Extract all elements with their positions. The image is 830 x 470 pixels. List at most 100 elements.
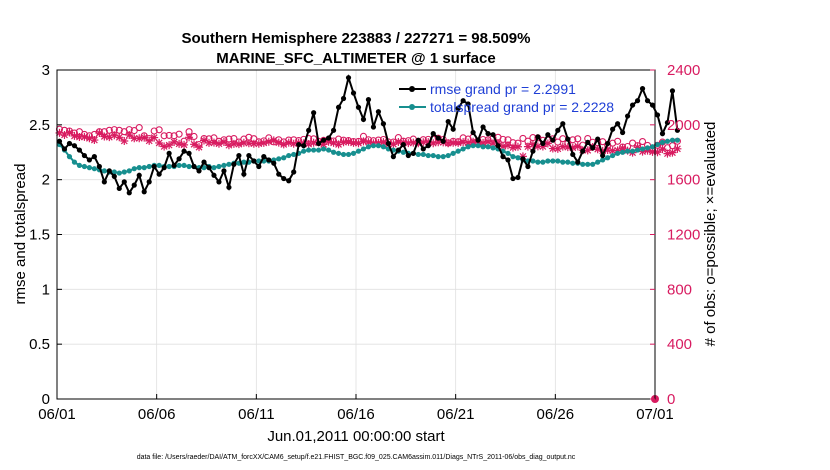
y-tick-label: 3 xyxy=(42,62,50,79)
obs-evaluated-point xyxy=(254,139,263,148)
totalspread-point xyxy=(425,152,431,159)
totalspread-point xyxy=(415,151,421,158)
totalspread-point xyxy=(71,159,78,165)
obs-evaluated-point xyxy=(115,133,124,142)
totalspread-point xyxy=(505,150,511,156)
totalspread-point xyxy=(620,149,626,155)
totalspread-point xyxy=(340,151,347,158)
chart-subtitle: MARINE_SFC_ALTIMETER @ 1 surface xyxy=(216,50,495,67)
rmse-point xyxy=(311,110,317,116)
rmse-point xyxy=(101,179,107,185)
rmse-point xyxy=(141,189,147,195)
x-tick-label: 06/26 xyxy=(537,406,575,423)
y-right-tick-label: 800 xyxy=(667,281,692,298)
obs-evaluated-point xyxy=(523,142,532,151)
rmse-point xyxy=(420,146,426,152)
rmse-point xyxy=(575,159,581,165)
rmse-point xyxy=(610,126,616,132)
obs-evaluated-point xyxy=(204,138,213,147)
totalspread-point xyxy=(400,149,406,155)
obs-evaluated-point xyxy=(110,131,119,140)
y-axis-right: 0 400 800 1200 1600 2000 2400 xyxy=(650,62,700,408)
rmse-point xyxy=(624,113,631,119)
obs-evaluated-point xyxy=(533,142,542,151)
rmse-point xyxy=(81,152,88,159)
obs-evaluated-point xyxy=(130,134,139,143)
totalspread-point xyxy=(131,166,137,172)
y-right-tick-label: 1200 xyxy=(667,227,700,244)
totalspread-point xyxy=(595,159,601,165)
obs-possible-point xyxy=(638,138,647,146)
rmse-point xyxy=(370,124,377,130)
rmse-point xyxy=(520,156,526,162)
rmse-point xyxy=(605,140,611,147)
rmse-point xyxy=(570,151,576,158)
totalspread-point xyxy=(550,158,556,164)
totalspread-point xyxy=(181,162,187,169)
totalspread-point xyxy=(365,144,372,150)
rmse-point xyxy=(156,171,162,177)
y-tick-label: 0 xyxy=(42,391,50,408)
obs-evaluated-point xyxy=(553,144,562,153)
obs-evaluated-point xyxy=(419,138,428,147)
rmse-point xyxy=(654,112,661,118)
obs-evaluated-point xyxy=(274,138,283,147)
rmse-point xyxy=(121,179,127,185)
totalspread-point xyxy=(490,145,496,151)
rmse-point xyxy=(71,143,78,149)
totalspread-point xyxy=(375,143,382,149)
totalspread-point xyxy=(615,150,621,156)
rmse-point xyxy=(236,152,242,159)
totalspread-point xyxy=(146,163,152,170)
rmse-point xyxy=(644,98,651,104)
totalspread-point xyxy=(276,156,282,162)
rmse-point xyxy=(550,137,556,143)
obs-evaluated-point xyxy=(170,137,179,146)
obs-evaluated-point xyxy=(429,139,438,148)
obs-evaluated-point xyxy=(200,136,209,145)
rmse-point xyxy=(306,127,312,133)
obs-evaluated-point xyxy=(234,140,243,149)
totalspread-point xyxy=(585,161,591,167)
totalspread-point xyxy=(570,160,576,166)
obs-evaluated-point xyxy=(658,145,667,154)
totalspread-point xyxy=(330,149,337,155)
totalspread-point xyxy=(565,159,571,165)
obs-evaluated-point xyxy=(379,138,388,147)
totalspread-point xyxy=(659,139,666,145)
totalspread-point xyxy=(380,144,387,150)
rmse-point xyxy=(485,131,491,137)
totalspread-point xyxy=(66,154,73,160)
rmse-point xyxy=(76,147,83,153)
y-right-tick-label: 1600 xyxy=(667,172,700,189)
obs-evaluated-point xyxy=(100,132,109,141)
totalspread-point xyxy=(634,147,641,153)
rmse-point xyxy=(540,140,546,147)
obs-evaluated-point xyxy=(648,147,657,156)
x-axis: 06/01 06/06 06/11 06/16 06/21 06/26 07/01 xyxy=(38,394,674,423)
rmse-point xyxy=(271,160,277,166)
totalspread-point xyxy=(485,144,491,150)
rmse-point xyxy=(246,152,252,159)
totalspread-point xyxy=(560,159,566,165)
totalspread-point xyxy=(176,162,182,169)
rmse-point xyxy=(590,145,596,151)
obs-evaluated-point xyxy=(444,139,453,148)
obs-evaluated-point xyxy=(70,131,79,140)
rmse-point xyxy=(146,179,152,185)
totalspread-point xyxy=(360,146,367,152)
totalspread-point xyxy=(470,143,476,149)
totalspread-point xyxy=(664,138,671,144)
obs-evaluated-point xyxy=(224,141,233,150)
obs-evaluated-point xyxy=(359,137,368,146)
rmse-point xyxy=(600,152,606,159)
rmse-point xyxy=(206,165,212,171)
rmse-point xyxy=(435,135,441,141)
obs-possible-point xyxy=(135,124,143,132)
obs-evaluated-point xyxy=(219,137,228,146)
obs-evaluated-point xyxy=(653,148,662,157)
totalspread-point xyxy=(450,150,456,156)
totalspread-point xyxy=(654,141,661,148)
totalspread-point xyxy=(610,152,616,159)
